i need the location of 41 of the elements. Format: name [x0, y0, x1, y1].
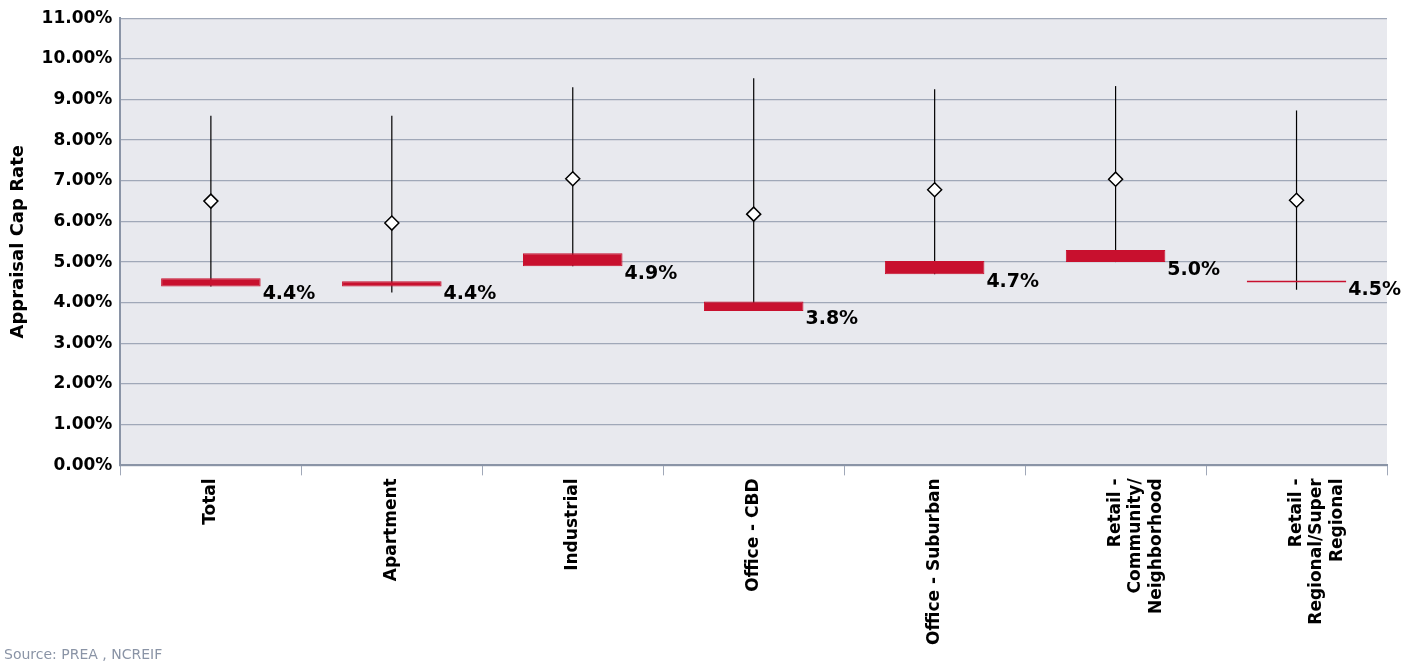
y-axis-title: Appraisal Cap Rate: [6, 145, 28, 339]
x-tick-label: Total: [199, 478, 220, 525]
x-tick-label: Office - CBD: [742, 478, 763, 592]
x-tick-label: Industrial: [561, 478, 582, 571]
y-tick-label: 2.00%: [53, 372, 113, 393]
point: [203, 193, 219, 209]
point: [565, 171, 581, 187]
text: 4.7%: [986, 269, 1040, 292]
candlestick: [523, 86, 623, 267]
point: [384, 215, 400, 231]
candlestick: [161, 115, 261, 288]
y-tick-label: 11.00%: [41, 6, 113, 27]
text: 4.9%: [624, 261, 678, 284]
y-tick-label: 9.00%: [53, 87, 113, 108]
text: 4.4%: [443, 281, 497, 304]
x-tick-label: Retail - Regional/Super Regional: [1284, 477, 1346, 625]
y-tick-label: 4.00%: [53, 291, 113, 312]
candlestick: [342, 115, 442, 294]
point: [745, 206, 762, 222]
y-tick-label: 1.00%: [53, 413, 113, 434]
source-note: Source: PREA , NCREIF: [4, 645, 163, 662]
candlestick: [703, 77, 804, 312]
candlestick: [1065, 85, 1166, 263]
x-tick-label: Apartment: [380, 478, 401, 582]
text: 3.8%: [805, 305, 859, 328]
text: 4.5%: [1348, 277, 1401, 300]
text: 5.0%: [1167, 257, 1221, 280]
candlestick: [884, 88, 985, 275]
y-tick-label: 0.00%: [53, 453, 113, 474]
point: [1288, 192, 1305, 209]
text: 4.4%: [262, 281, 316, 304]
point: [926, 181, 943, 198]
point: [1107, 171, 1124, 187]
y-tick-label: 3.00%: [53, 331, 113, 352]
y-tick-label: 5.00%: [53, 250, 113, 271]
y-tick-label: 8.00%: [53, 128, 113, 149]
y-tick-label: 10.00%: [41, 47, 113, 68]
y-tick-label: 6.00%: [53, 209, 113, 230]
x-tick-label: Office - Suburban: [923, 478, 944, 645]
x-tick-label: Retail - Community/Neighborhood: [1104, 477, 1165, 615]
y-tick-label: 7.00%: [53, 169, 113, 190]
